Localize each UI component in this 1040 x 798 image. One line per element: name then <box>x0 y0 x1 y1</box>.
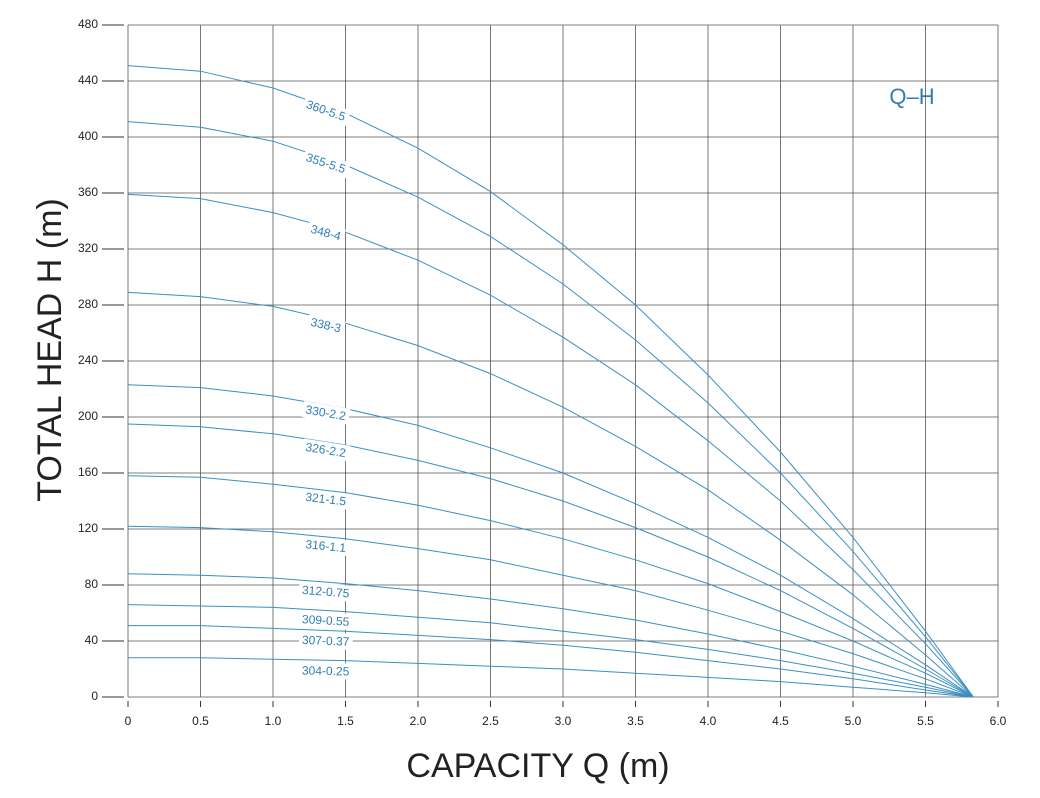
x-tick-label: 0 <box>125 714 132 728</box>
x-tick-label: 1.0 <box>265 714 282 728</box>
title-box <box>866 78 958 118</box>
series-label-group: 338-3 <box>306 313 346 338</box>
label-bg <box>301 488 351 510</box>
series-label-group: 307-0.37 <box>298 631 353 650</box>
series-label-group: 321-1.5 <box>301 488 351 510</box>
label-bg <box>301 400 351 425</box>
series-label-group: 355-5.5 <box>301 148 351 179</box>
label-bg <box>298 610 354 631</box>
y-tick-label: 440 <box>78 73 98 87</box>
series-label-group: 326-2.2 <box>301 438 351 462</box>
series-label-group: 304-0.25 <box>298 662 353 680</box>
grid <box>102 24 999 707</box>
y-tick-label: 200 <box>78 409 98 423</box>
series-label: 360-5.5 <box>304 97 347 124</box>
y-axis-title: TOTAL HEAD H (m) <box>31 198 69 502</box>
series-label: 312-0.75 <box>302 583 351 601</box>
series-line <box>127 193 974 698</box>
x-tick-label: 5.5 <box>917 714 934 728</box>
y-tick-label: 360 <box>78 185 98 199</box>
series-label: 338-3 <box>309 315 342 336</box>
x-tick-label: 2.0 <box>410 714 427 728</box>
lines <box>127 65 974 698</box>
series-label-group: 316-1.1 <box>301 535 351 557</box>
label-bg <box>306 313 346 338</box>
series-label-group: 309-0.55 <box>298 610 354 631</box>
x-tick-label: 5.0 <box>845 714 862 728</box>
series-line <box>127 291 974 698</box>
x-tick-label: 4.0 <box>700 714 717 728</box>
x-tick-label: 2.5 <box>482 714 499 728</box>
series-label: 316-1.1 <box>305 537 347 555</box>
label-bg <box>298 662 353 680</box>
series-label: 321-1.5 <box>305 490 347 509</box>
series-label: 309-0.55 <box>302 612 350 629</box>
label-bg <box>301 95 351 126</box>
series-label: 307-0.37 <box>302 633 350 649</box>
y-tick-label: 40 <box>85 633 99 647</box>
series-label: 304-0.25 <box>302 664 350 679</box>
x-tick-label: 4.5 <box>772 714 789 728</box>
series-line <box>127 604 974 698</box>
labels: 360-5.5 355-5.5 348-4 338-3 330-2.2 326-2.2 32… <box>298 95 354 680</box>
series-line <box>128 625 974 698</box>
y-tick-label: 320 <box>78 241 98 255</box>
chart-title: Q–H <box>889 84 934 109</box>
series-label-group: 330-2.2 <box>301 400 351 425</box>
y-tick-label: 480 <box>78 17 98 31</box>
label-bg <box>298 581 354 602</box>
series-label: 355-5.5 <box>304 150 347 176</box>
series-label: 326-2.2 <box>305 440 348 460</box>
y-tick-label: 240 <box>78 353 98 367</box>
y-tick-label: 400 <box>78 129 98 143</box>
series-line <box>127 573 974 698</box>
series-line <box>127 384 974 698</box>
x-tick-label: 3.0 <box>555 714 572 728</box>
y-tick-label: 0 <box>91 689 98 703</box>
x-tick-label: 1.5 <box>337 714 354 728</box>
x-axis-title: CAPACITY Q (m) <box>406 747 669 785</box>
series-line <box>127 525 974 698</box>
y-tick-label: 120 <box>78 521 98 535</box>
label-bg <box>298 631 353 650</box>
series-line <box>127 65 974 698</box>
x-tick-label: 0.5 <box>192 714 209 728</box>
x-tick-label: 6.0 <box>990 714 1007 728</box>
label-bg <box>301 148 351 179</box>
y-tick-label: 280 <box>78 297 98 311</box>
series-label-group: 360-5.5 <box>301 95 351 126</box>
series-label: 330-2.2 <box>305 402 348 423</box>
label-bg <box>301 535 351 557</box>
label-bg <box>306 220 346 246</box>
label-bg <box>301 438 351 462</box>
y-tick-label: 160 <box>78 465 98 479</box>
series-line <box>127 475 974 698</box>
y-tick-label: 80 <box>85 577 99 591</box>
series-line <box>127 423 974 698</box>
series-label-group: 312-0.75 <box>298 581 354 602</box>
series-label-group: 348-4 <box>306 220 346 246</box>
series-line <box>127 121 974 698</box>
series-line <box>128 657 974 698</box>
x-tick-label: 3.5 <box>627 714 644 728</box>
